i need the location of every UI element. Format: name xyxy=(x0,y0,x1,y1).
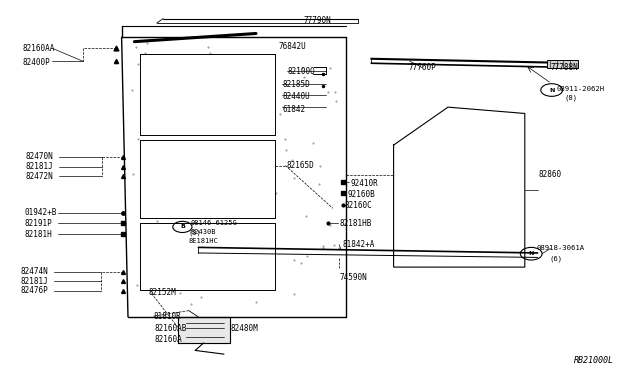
Text: 77788N: 77788N xyxy=(550,63,578,72)
Text: 82181J: 82181J xyxy=(20,277,48,286)
Text: RB21000L: RB21000L xyxy=(575,356,614,365)
Text: 82160AB: 82160AB xyxy=(155,324,188,333)
Text: 82470N: 82470N xyxy=(26,153,53,161)
FancyBboxPatch shape xyxy=(547,60,578,68)
Text: 74590N: 74590N xyxy=(339,273,367,282)
Text: (6): (6) xyxy=(549,255,563,262)
Text: 82165D: 82165D xyxy=(287,161,314,170)
Text: 92410R: 92410R xyxy=(351,179,378,187)
Text: 82181H: 82181H xyxy=(24,230,52,239)
Text: 82472N: 82472N xyxy=(26,172,53,181)
Text: 81842+A: 81842+A xyxy=(342,240,375,249)
Text: 82160C: 82160C xyxy=(344,201,372,210)
Text: 82100Q: 82100Q xyxy=(288,67,316,76)
Text: 82185D: 82185D xyxy=(283,80,310,89)
Text: 82860: 82860 xyxy=(539,170,562,179)
Text: 82430B: 82430B xyxy=(191,229,216,235)
Polygon shape xyxy=(178,317,230,343)
Text: 82480M: 82480M xyxy=(230,324,258,333)
Text: 92160B: 92160B xyxy=(348,190,375,199)
Text: 82440U: 82440U xyxy=(283,92,310,101)
Text: 81810R: 81810R xyxy=(154,312,181,321)
Text: 82476P: 82476P xyxy=(20,286,48,295)
Text: N: N xyxy=(529,251,534,256)
Text: N: N xyxy=(549,87,554,93)
Text: 61842: 61842 xyxy=(283,105,306,114)
Text: 82474N: 82474N xyxy=(20,267,48,276)
Text: 08911-2062H: 08911-2062H xyxy=(557,86,605,92)
Text: 82152M: 82152M xyxy=(148,288,176,296)
Text: 82181J: 82181J xyxy=(26,162,53,171)
Text: 82160A: 82160A xyxy=(155,335,182,344)
Text: 08918-3061A: 08918-3061A xyxy=(536,246,584,251)
Text: 82181HB: 82181HB xyxy=(339,219,372,228)
Text: 77760P: 77760P xyxy=(408,63,436,72)
Text: (8): (8) xyxy=(564,94,578,101)
Text: 08146-6125G: 08146-6125G xyxy=(191,220,237,226)
Text: 8E181HC: 8E181HC xyxy=(189,238,218,244)
Text: 82191P: 82191P xyxy=(24,219,52,228)
Text: 01942+B: 01942+B xyxy=(24,208,57,217)
Text: 77790N: 77790N xyxy=(304,16,332,25)
Text: 76842U: 76842U xyxy=(278,42,306,51)
Text: (3): (3) xyxy=(189,229,202,236)
Text: 82160AA: 82160AA xyxy=(22,44,55,53)
Text: B: B xyxy=(180,224,185,230)
Text: 82400P: 82400P xyxy=(22,58,50,67)
